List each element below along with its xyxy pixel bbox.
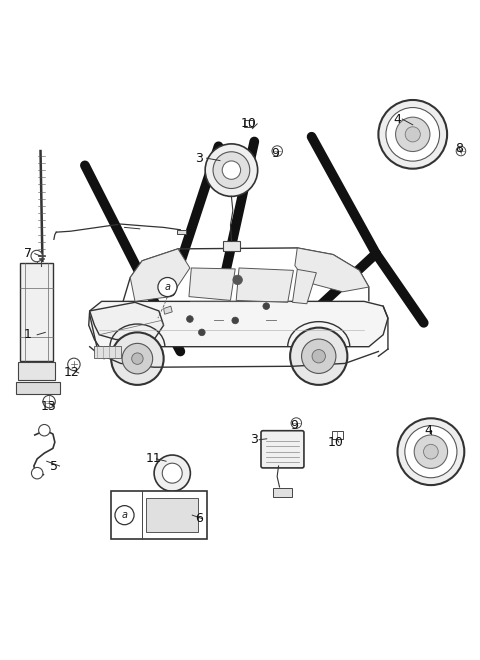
- Circle shape: [132, 353, 143, 364]
- Circle shape: [32, 467, 43, 479]
- Text: 10: 10: [240, 117, 256, 130]
- Circle shape: [386, 108, 440, 161]
- Polygon shape: [292, 269, 316, 304]
- Text: a: a: [165, 282, 170, 292]
- Circle shape: [291, 418, 301, 428]
- Text: 1: 1: [24, 328, 32, 341]
- Bar: [332, 431, 343, 439]
- Bar: [111, 491, 206, 539]
- Text: 12: 12: [64, 366, 80, 379]
- Circle shape: [68, 358, 80, 370]
- Bar: [18, 362, 55, 380]
- Text: 3: 3: [195, 152, 204, 165]
- Bar: [177, 230, 186, 234]
- Circle shape: [232, 317, 239, 324]
- Circle shape: [233, 275, 242, 284]
- Circle shape: [205, 144, 258, 197]
- Text: 7: 7: [24, 247, 32, 260]
- Text: 6: 6: [195, 512, 204, 525]
- Polygon shape: [236, 268, 293, 302]
- Text: 10: 10: [327, 436, 343, 449]
- Circle shape: [405, 127, 420, 142]
- Circle shape: [154, 455, 191, 491]
- Text: 8: 8: [456, 142, 464, 155]
- Text: a: a: [121, 510, 128, 520]
- Polygon shape: [295, 248, 369, 292]
- Text: 4: 4: [425, 424, 432, 437]
- Circle shape: [397, 418, 464, 485]
- Circle shape: [272, 146, 282, 156]
- Circle shape: [301, 339, 336, 374]
- Polygon shape: [164, 306, 172, 314]
- Text: 9: 9: [290, 419, 299, 432]
- Bar: [16, 383, 60, 395]
- Circle shape: [115, 506, 134, 525]
- Circle shape: [396, 117, 430, 152]
- Circle shape: [414, 435, 447, 469]
- Bar: [244, 120, 253, 127]
- Circle shape: [312, 350, 325, 363]
- Circle shape: [456, 147, 466, 156]
- Circle shape: [423, 444, 438, 459]
- Circle shape: [187, 315, 193, 322]
- Circle shape: [199, 329, 205, 336]
- Bar: [223, 241, 240, 251]
- Circle shape: [213, 152, 250, 189]
- Bar: [21, 263, 53, 361]
- Bar: [273, 488, 292, 497]
- Circle shape: [290, 327, 348, 385]
- Bar: [145, 498, 198, 532]
- Circle shape: [43, 395, 55, 408]
- Circle shape: [222, 161, 240, 180]
- Polygon shape: [90, 302, 164, 339]
- Polygon shape: [189, 268, 235, 300]
- Text: 11: 11: [145, 452, 161, 465]
- Circle shape: [162, 463, 182, 483]
- Circle shape: [263, 303, 270, 310]
- Text: 4: 4: [394, 113, 401, 125]
- Circle shape: [122, 343, 153, 374]
- Circle shape: [405, 426, 457, 478]
- Text: 9: 9: [271, 147, 279, 160]
- Circle shape: [158, 277, 177, 296]
- Polygon shape: [89, 302, 388, 346]
- Text: 2: 2: [112, 221, 120, 234]
- Text: 5: 5: [50, 459, 58, 473]
- Text: 3: 3: [251, 433, 258, 446]
- Circle shape: [111, 333, 164, 385]
- Text: 13: 13: [40, 400, 56, 413]
- Polygon shape: [130, 249, 190, 302]
- Bar: [95, 346, 120, 358]
- FancyBboxPatch shape: [261, 431, 304, 468]
- Circle shape: [38, 424, 50, 436]
- Circle shape: [378, 100, 447, 169]
- Circle shape: [31, 250, 42, 262]
